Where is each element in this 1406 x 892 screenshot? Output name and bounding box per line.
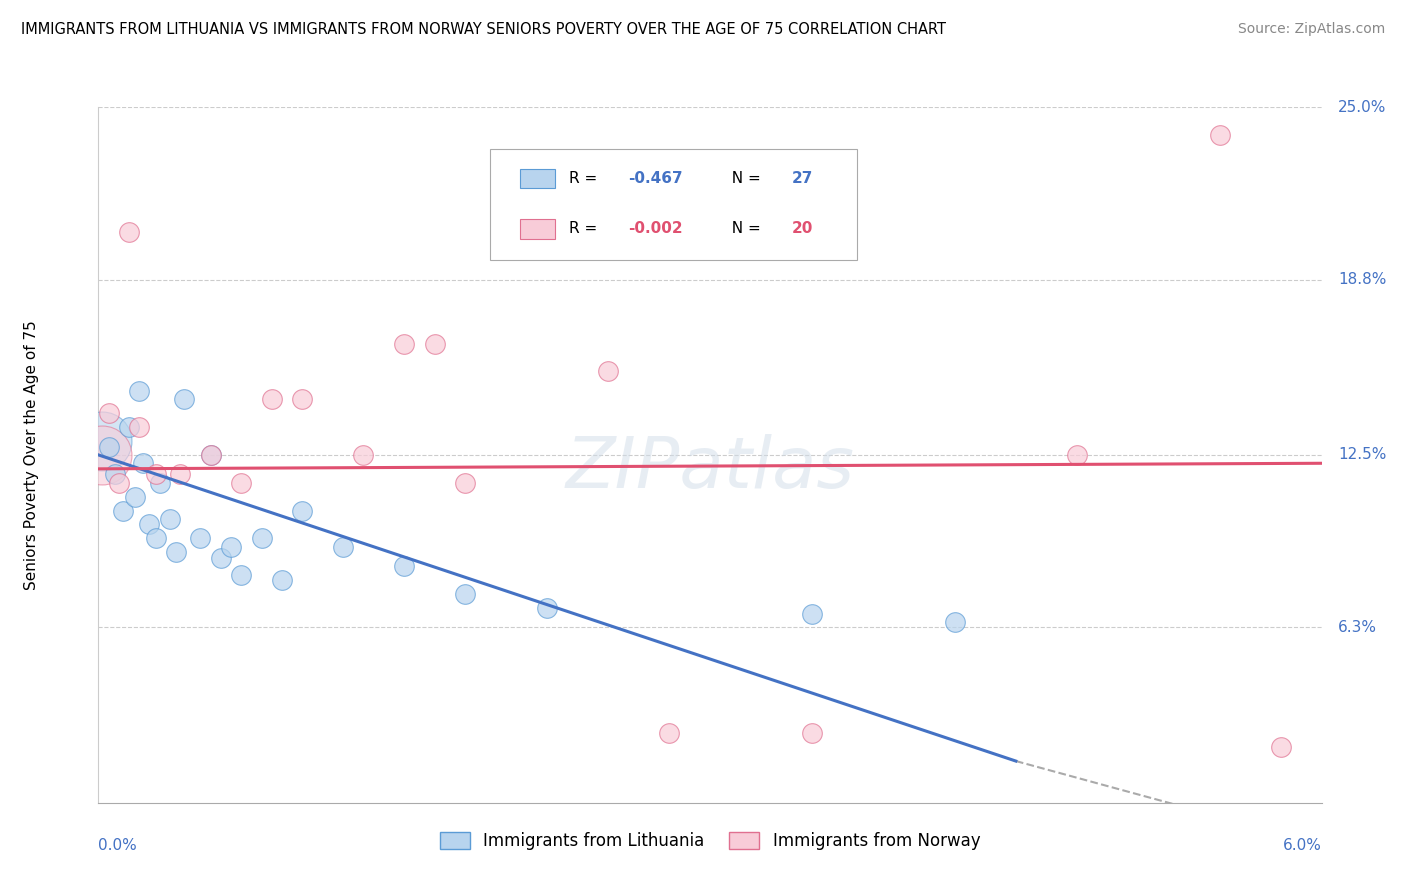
- Point: [145, 467, 167, 482]
- Point: [1066, 448, 1088, 462]
- Text: R =: R =: [569, 171, 603, 186]
- Point: [97, 440, 120, 454]
- Point: [169, 467, 191, 482]
- Point: [229, 567, 253, 582]
- Point: [332, 540, 354, 554]
- Text: 6.3%: 6.3%: [1339, 620, 1376, 635]
- Point: [392, 559, 416, 574]
- Text: -0.467: -0.467: [628, 171, 683, 186]
- Point: [97, 406, 120, 420]
- Point: [352, 448, 374, 462]
- Point: [801, 726, 824, 740]
- Text: 27: 27: [792, 171, 813, 186]
- Point: [943, 615, 966, 629]
- Text: R =: R =: [569, 221, 603, 236]
- Point: [138, 517, 160, 532]
- Point: [124, 490, 146, 504]
- Text: N =: N =: [723, 221, 766, 236]
- Text: ZIPatlas: ZIPatlas: [565, 434, 855, 503]
- Point: [536, 601, 558, 615]
- Point: [291, 503, 314, 517]
- Point: [1270, 740, 1292, 755]
- Point: [128, 384, 150, 398]
- Point: [149, 475, 172, 490]
- Point: [454, 587, 477, 601]
- Point: [423, 336, 446, 351]
- Point: [104, 467, 127, 482]
- FancyBboxPatch shape: [489, 149, 856, 260]
- Legend: Immigrants from Lithuania, Immigrants from Norway: Immigrants from Lithuania, Immigrants fr…: [433, 826, 987, 857]
- Text: Seniors Poverty Over the Age of 75: Seniors Poverty Over the Age of 75: [24, 320, 38, 590]
- Text: 18.8%: 18.8%: [1339, 272, 1386, 287]
- Point: [250, 532, 273, 546]
- Point: [145, 532, 167, 546]
- Point: [91, 448, 114, 462]
- Point: [132, 456, 155, 470]
- Point: [118, 225, 141, 239]
- Point: [658, 726, 681, 740]
- Point: [454, 475, 477, 490]
- Point: [159, 512, 181, 526]
- Point: [108, 475, 131, 490]
- Point: [188, 532, 211, 546]
- Text: N =: N =: [723, 171, 766, 186]
- Point: [219, 540, 242, 554]
- Text: 6.0%: 6.0%: [1282, 838, 1322, 853]
- Point: [200, 448, 222, 462]
- Point: [165, 545, 187, 559]
- Point: [291, 392, 314, 407]
- Text: 0.0%: 0.0%: [98, 838, 138, 853]
- Point: [111, 503, 134, 517]
- Point: [173, 392, 195, 407]
- Point: [596, 364, 619, 378]
- Point: [118, 420, 141, 434]
- Text: Source: ZipAtlas.com: Source: ZipAtlas.com: [1237, 22, 1385, 37]
- Point: [200, 448, 222, 462]
- Text: 20: 20: [792, 221, 813, 236]
- Text: -0.002: -0.002: [628, 221, 683, 236]
- Point: [270, 573, 292, 587]
- Point: [229, 475, 253, 490]
- Point: [91, 434, 114, 448]
- Point: [209, 550, 232, 565]
- Point: [1208, 128, 1230, 142]
- FancyBboxPatch shape: [520, 169, 555, 188]
- FancyBboxPatch shape: [520, 219, 555, 238]
- Point: [260, 392, 283, 407]
- Text: 12.5%: 12.5%: [1339, 448, 1386, 462]
- Point: [801, 607, 824, 621]
- Point: [128, 420, 150, 434]
- Point: [392, 336, 416, 351]
- Text: IMMIGRANTS FROM LITHUANIA VS IMMIGRANTS FROM NORWAY SENIORS POVERTY OVER THE AGE: IMMIGRANTS FROM LITHUANIA VS IMMIGRANTS …: [21, 22, 946, 37]
- Text: 25.0%: 25.0%: [1339, 100, 1386, 114]
